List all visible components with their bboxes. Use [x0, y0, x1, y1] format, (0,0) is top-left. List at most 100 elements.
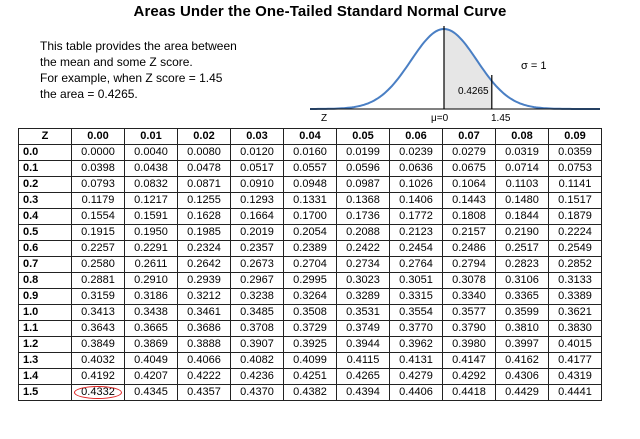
- area-cell: 0.4319: [548, 368, 602, 385]
- z-value-cell: 0.1: [18, 160, 72, 177]
- shaded-area: [444, 29, 492, 109]
- area-cell: 0.0438: [124, 160, 178, 177]
- area-cell: 0.4032: [71, 352, 125, 369]
- area-cell: 0.3830: [548, 320, 602, 337]
- area-cell: 0.3708: [230, 320, 284, 337]
- area-cell: 0.0160: [283, 144, 337, 161]
- area-cell: 0.3023: [336, 272, 390, 289]
- corner-header: Z: [18, 128, 72, 145]
- area-cell: 0.2257: [71, 240, 125, 257]
- area-cell: 0.2794: [442, 256, 496, 273]
- area-cell: 0.0319: [495, 144, 549, 161]
- area-cell: 0.2019: [230, 224, 284, 241]
- area-cell: 0.3686: [177, 320, 231, 337]
- area-cell: 0.4382: [283, 384, 337, 401]
- area-cell: 0.1331: [283, 192, 337, 209]
- area-cell: 0.0596: [336, 160, 390, 177]
- area-cell: 0.0793: [71, 176, 125, 193]
- area-cell: 0.4049: [124, 352, 178, 369]
- area-cell: 0.3599: [495, 304, 549, 321]
- area-cell: 0.1628: [177, 208, 231, 225]
- area-cell: 0.2910: [124, 272, 178, 289]
- z-value-cell: 0.6: [18, 240, 72, 257]
- table-row: 0.2 0.0793 0.0832 0.0871 0.0910 0.0948 0.0987 0…: [18, 176, 602, 193]
- table-row: 0.5 0.1915 0.1950 0.1985 0.2019 0.2054 0.2088 0…: [18, 224, 602, 241]
- area-cell: 0.4265: [336, 368, 390, 385]
- area-cell: 0.1217: [124, 192, 178, 209]
- column-header: 0.08: [495, 128, 549, 145]
- area-cell: 0.3729: [283, 320, 337, 337]
- area-cell: 0.2995: [283, 272, 337, 289]
- area-cell: 0.0871: [177, 176, 231, 193]
- area-cell: 0.2764: [389, 256, 443, 273]
- table-header-row: Z 0.00 0.01 0.02 0.03 0.04 0.05 0.06 0.07 0.08 0.…: [18, 128, 602, 145]
- area-cell: 0.1736: [336, 208, 390, 225]
- z-value-cell: 1.1: [18, 320, 72, 337]
- column-header: 0.04: [283, 128, 337, 145]
- area-cell: 0.1879: [548, 208, 602, 225]
- z-value-cell: 0.8: [18, 272, 72, 289]
- area-cell: 0.2704: [283, 256, 337, 273]
- table-row: 0.8 0.2881 0.2910 0.2939 0.2967 0.2995 0.3023 0…: [18, 272, 602, 289]
- area-cell: 0.0832: [124, 176, 178, 193]
- area-cell: 0.1808: [442, 208, 496, 225]
- area-cell: 0.1368: [336, 192, 390, 209]
- area-cell: 0.0040: [124, 144, 178, 161]
- z-value-cell: 0.2: [18, 176, 72, 193]
- area-cell: 0.3264: [283, 288, 337, 305]
- area-cell: 0.3810: [495, 320, 549, 337]
- area-cell: 0.3212: [177, 288, 231, 305]
- area-cell: 0.1406: [389, 192, 443, 209]
- z-value-cell: 0.0: [18, 144, 72, 161]
- area-cell: 0.2611: [124, 256, 178, 273]
- area-cell: 0.2123: [389, 224, 443, 241]
- area-cell: 0.4394: [336, 384, 390, 401]
- table-row: 1.1 0.3643 0.3665 0.3686 0.3708 0.3729 0.3749 0…: [18, 320, 602, 337]
- area-cell: 0.1664: [230, 208, 284, 225]
- area-cell: 0.1950: [124, 224, 178, 241]
- description-line: For example, when Z score = 1.45: [40, 71, 223, 85]
- area-cell: 0.3944: [336, 336, 390, 353]
- z-table: Z 0.00 0.01 0.02 0.03 0.04 0.05 0.06 0.07 0.08 0.…: [18, 128, 602, 401]
- area-cell: 0.0398: [71, 160, 125, 177]
- description: This table provides the area between the…: [40, 38, 237, 102]
- area-cell: 0.3438: [124, 304, 178, 321]
- area-cell: 0.4162: [495, 352, 549, 369]
- area-cell: 0.4292: [442, 368, 496, 385]
- area-cell: 0.2852: [548, 256, 602, 273]
- area-cell: 0.3159: [71, 288, 125, 305]
- area-cell: 0.2823: [495, 256, 549, 273]
- table-row: 1.5 0.4332 0.4345 0.4357 0.4370 0.4382 0.4394 0…: [18, 384, 602, 401]
- column-header: 0.09: [548, 128, 602, 145]
- area-cell: 0.0517: [230, 160, 284, 177]
- z-value-cell: 0.9: [18, 288, 72, 305]
- area-cell: 0.4406: [389, 384, 443, 401]
- sigma-label: σ = 1: [521, 60, 546, 72]
- area-cell: 0.3461: [177, 304, 231, 321]
- area-cell: 0.1554: [71, 208, 125, 225]
- area-cell: 0.3888: [177, 336, 231, 353]
- area-cell: 0.3925: [283, 336, 337, 353]
- area-cell: 0.0120: [230, 144, 284, 161]
- description-line: the area = 0.4265.: [40, 87, 138, 101]
- area-cell: 0.1517: [548, 192, 602, 209]
- z-value-cell: 1.5: [18, 384, 72, 401]
- area-cell: 0.0753: [548, 160, 602, 177]
- z-value-cell: 0.7: [18, 256, 72, 273]
- area-cell: 0.4418: [442, 384, 496, 401]
- area-cell: 0.3051: [389, 272, 443, 289]
- area-cell: 0.1255: [177, 192, 231, 209]
- area-cell: 0.3980: [442, 336, 496, 353]
- area-cell: 0.1064: [442, 176, 496, 193]
- area-cell: 0.0199: [336, 144, 390, 161]
- area-cell: 0.4306: [495, 368, 549, 385]
- area-cell: 0.3554: [389, 304, 443, 321]
- area-cell: 0.3770: [389, 320, 443, 337]
- area-cell: 0.0000: [71, 144, 125, 161]
- area-cell: 0.2389: [283, 240, 337, 257]
- area-cell: 0.4370: [230, 384, 284, 401]
- table-row: 1.3 0.4032 0.4049 0.4066 0.4082 0.4099 0.4115 0…: [18, 352, 602, 369]
- area-cell: 0.3907: [230, 336, 284, 353]
- area-cell: 0.4251: [283, 368, 337, 385]
- area-cell: 0.4345: [124, 384, 178, 401]
